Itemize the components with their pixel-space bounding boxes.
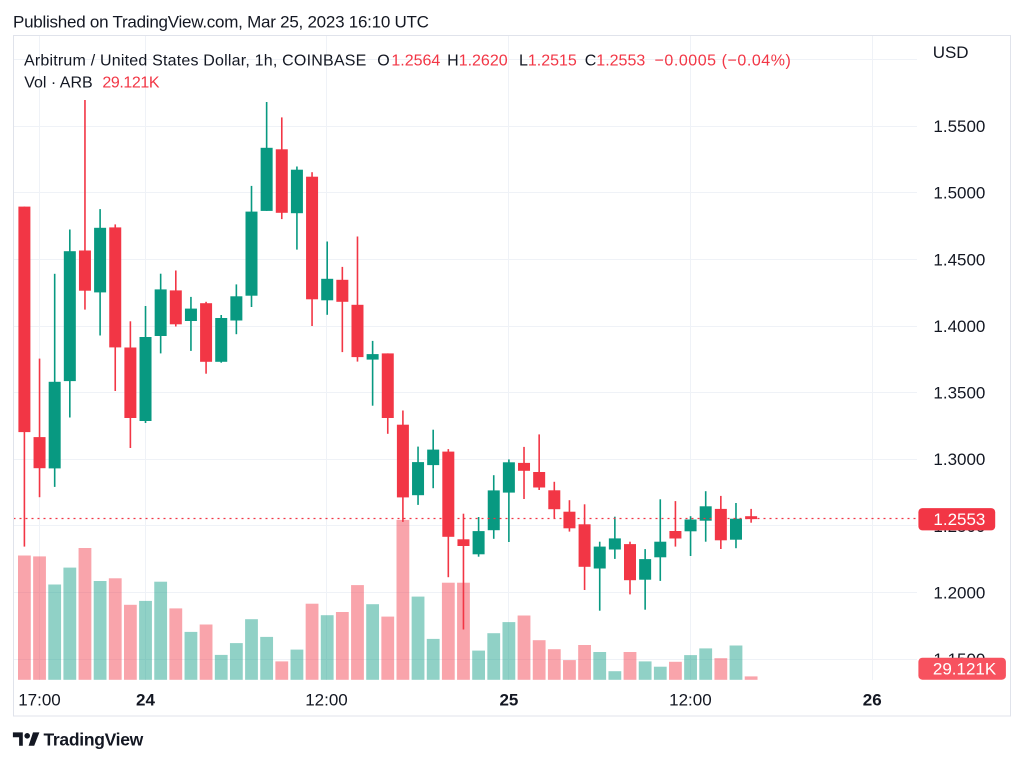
svg-text:Arbitrum / United States Dolla: Arbitrum / United States Dollar, 1h, COI… [24, 53, 366, 70]
svg-text:1.3500: 1.3500 [933, 384, 985, 403]
svg-text:17:00: 17:00 [18, 691, 61, 710]
svg-text:USD: USD [933, 43, 969, 62]
svg-text:Published on TradingView.com,: Published on TradingView.com, Mar 25, 20… [13, 13, 429, 32]
svg-text:1.3000: 1.3000 [933, 450, 985, 469]
svg-text:1.2515: 1.2515 [528, 53, 577, 70]
svg-text:1.2553: 1.2553 [596, 53, 645, 70]
svg-text:1.5500: 1.5500 [933, 117, 985, 136]
svg-text:29.121K: 29.121K [102, 75, 160, 92]
svg-text:Vol · ARB: Vol · ARB [24, 75, 92, 92]
svg-text:26: 26 [863, 691, 882, 710]
svg-text:−0.0005 (−0.04%): −0.0005 (−0.04%) [655, 53, 792, 70]
svg-text:1.4000: 1.4000 [933, 317, 985, 336]
svg-text:C: C [585, 53, 597, 70]
svg-text:TradingView: TradingView [44, 730, 144, 750]
svg-text:12:00: 12:00 [305, 691, 348, 710]
svg-text:H: H [447, 53, 459, 70]
svg-text:1.4500: 1.4500 [933, 250, 985, 269]
svg-text:1.2620: 1.2620 [459, 53, 508, 70]
svg-text:1.2553: 1.2553 [933, 510, 985, 529]
svg-text:O: O [377, 53, 389, 70]
svg-text:29.121K: 29.121K [933, 660, 997, 679]
svg-text:1.5000: 1.5000 [933, 184, 985, 203]
svg-text:1.2564: 1.2564 [391, 53, 440, 70]
svg-text:25: 25 [499, 691, 518, 710]
svg-text:1.2000: 1.2000 [933, 584, 985, 603]
svg-text:12:00: 12:00 [669, 691, 712, 710]
svg-text:L: L [519, 53, 528, 70]
svg-text:24: 24 [136, 691, 155, 710]
